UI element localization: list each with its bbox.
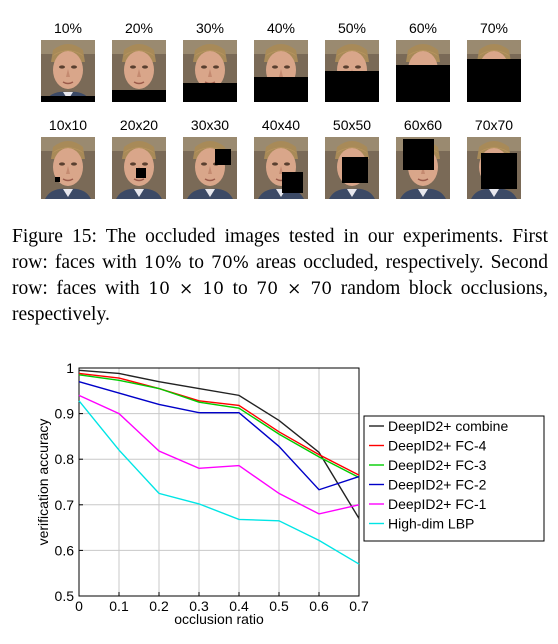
verification-accuracy-chart: 0 0.1 0.2 0.3 0.4 0.5 0.6 0.7 0.5 0.6 0.7 0.8 0.9 1 oc… — [35, 360, 545, 627]
caption-text: Figure 15: The occluded images tested in… — [12, 226, 548, 273]
thumbnail-label: 40% — [266, 20, 296, 36]
y-tick-label: 0.9 — [55, 406, 75, 422]
face-image — [112, 40, 166, 102]
legend-entry: DeepID2+ FC-3 — [388, 457, 487, 473]
x-tick-label: 0.5 — [269, 598, 289, 614]
face-image — [254, 40, 308, 102]
occlusion-block — [136, 168, 146, 178]
series-line — [78, 372, 360, 476]
thumbnail-label: 10x10 — [48, 117, 88, 133]
legend-entry: DeepID2+ FC-1 — [388, 496, 487, 512]
y-tick-label: 0.8 — [55, 451, 75, 467]
occlusion-block — [396, 65, 450, 102]
face-image — [396, 137, 450, 199]
legend-entry: DeepID2+ FC-4 — [388, 438, 487, 454]
x-tick-label: 0.7 — [349, 598, 369, 614]
y-tick-label: 0.5 — [55, 588, 75, 604]
occlusion-block — [254, 77, 308, 102]
face-image — [396, 40, 450, 102]
occlusion-block — [467, 59, 521, 102]
face-image — [41, 137, 95, 199]
face-photo — [41, 137, 95, 199]
face-image — [254, 137, 308, 199]
y-tick-label: 0.6 — [55, 542, 75, 558]
caption-math: 10 × 10 — [148, 279, 225, 299]
occlusion-block — [183, 83, 237, 102]
thumbnail-label: 60x60 — [403, 117, 443, 133]
thumbnail-label: 30x30 — [190, 117, 230, 133]
series-line — [78, 394, 360, 515]
legend-box — [363, 415, 545, 542]
face-photo — [112, 137, 166, 199]
y-tick-label: 0.7 — [55, 497, 75, 513]
x-tick-label: 0.1 — [109, 598, 129, 614]
thumbnail-label: 60% — [408, 20, 438, 36]
series-line — [78, 381, 360, 491]
x-tick-label: 0.3 — [189, 598, 209, 614]
occlusion-row-area: 10% 20% 30% 40% 50% 60% — [0, 20, 558, 110]
face-image — [41, 40, 95, 102]
x-tick-label: 0.2 — [149, 598, 169, 614]
series-line — [78, 400, 360, 565]
legend-entry: High-dim LBP — [388, 516, 474, 532]
x-tick-label: 0.6 — [309, 598, 329, 614]
caption-text: to — [224, 278, 257, 299]
occlusion-block — [112, 90, 166, 102]
thumbnail-label: 30% — [195, 20, 225, 36]
occlusion-block — [55, 177, 60, 182]
face-photo — [183, 137, 237, 199]
face-image — [467, 137, 521, 199]
series-line — [78, 374, 360, 479]
caption-text: to — [181, 252, 212, 273]
occlusion-block — [282, 172, 303, 193]
occlusion-row-block: 10x10 20x20 30x30 40x40 50x50 60x60 — [0, 117, 558, 207]
occlusion-block — [481, 153, 517, 189]
caption-text: random block occlusions, respectively. — [12, 278, 549, 325]
figure-caption: Figure 15: The occluded images tested in… — [12, 224, 548, 328]
series-line — [78, 369, 360, 519]
thumbnail-label: 70x70 — [474, 117, 514, 133]
thumbnail-label: 20% — [124, 20, 154, 36]
caption-text: areas occluded, respectively. Second row… — [12, 252, 548, 299]
thumbnail-label: 50x50 — [332, 117, 372, 133]
face-photo — [41, 40, 95, 102]
thumbnail-label: 70% — [479, 20, 509, 36]
caption-math: 70% — [211, 253, 249, 273]
face-image — [112, 137, 166, 199]
x-tick-label: 0 — [75, 598, 83, 614]
y-axis-label: verification accuracy — [35, 419, 51, 546]
thumbnail-label: 40x40 — [261, 117, 301, 133]
occlusion-block — [403, 139, 434, 170]
y-tick-label: 1 — [66, 360, 74, 376]
thumbnail-label: 10% — [53, 20, 83, 36]
caption-math: 70 × 70 — [256, 279, 333, 299]
caption-math: 10% — [143, 253, 182, 273]
thumbnail-label: 50% — [337, 20, 367, 36]
occlusion-block — [41, 96, 95, 102]
occlusion-block — [325, 71, 379, 102]
face-image — [325, 137, 379, 199]
legend-entry: DeepID2+ combine — [388, 418, 508, 434]
thumbnail-label: 20x20 — [119, 117, 159, 133]
face-image — [325, 40, 379, 102]
face-image — [183, 137, 237, 199]
occlusion-block — [342, 157, 368, 183]
x-tick-label: 0.4 — [229, 598, 249, 614]
plot-area-frame — [78, 367, 360, 597]
occlusion-block — [215, 149, 231, 165]
face-image — [467, 40, 521, 102]
x-axis-label: occlusion ratio — [174, 611, 264, 627]
face-image — [183, 40, 237, 102]
legend-entry: DeepID2+ FC-2 — [388, 477, 487, 493]
